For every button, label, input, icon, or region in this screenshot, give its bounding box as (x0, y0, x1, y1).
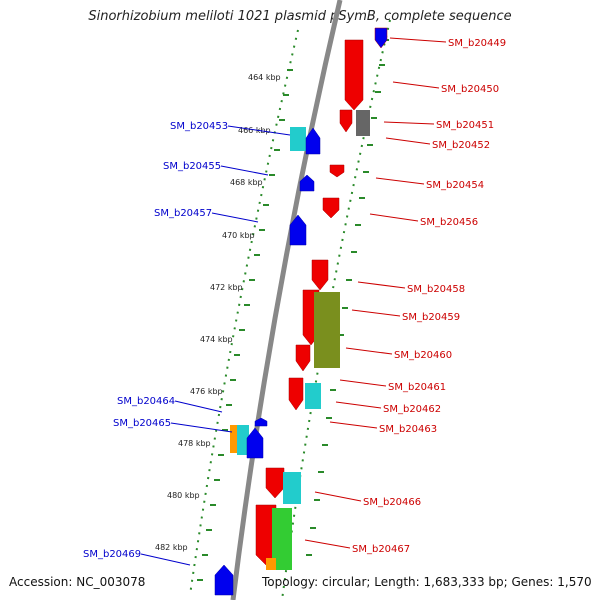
gene-label-right: SM_b20461 (388, 382, 446, 393)
backbone-line (230, 0, 343, 600)
gene-label-left: SM_b20465 (113, 418, 171, 429)
reverse-gene-arrow (299, 174, 315, 192)
map-title: Sinorhizobium meliloti 1021 plasmid pSym… (88, 9, 512, 24)
topology-text: Topology: circular; Length: 1,683,333 bp… (262, 575, 592, 589)
gene-label-right: SM_b20462 (383, 404, 441, 415)
ruler-left-dotted (189, 29, 299, 596)
gene-label-right: SM_b20449 (448, 38, 506, 49)
accession-text: Accession: NC_003078 (9, 575, 146, 589)
gene-label-right: SM_b20450 (441, 84, 499, 95)
gene-block-cyan (305, 383, 321, 409)
gene-label-left: SM_b20464 (117, 396, 175, 407)
gene-block-cyan (237, 425, 249, 455)
leader-line (339, 379, 387, 387)
gene-label-right: SM_b20451 (436, 120, 494, 131)
leader-line (140, 553, 191, 566)
leader-line (329, 421, 378, 429)
leader-line (304, 539, 351, 549)
reverse-gene-arrow (289, 214, 307, 246)
gene-label-right: SM_b20463 (379, 424, 437, 435)
leader-line (383, 121, 435, 125)
gene-features (214, 27, 388, 596)
gene-label-left: SM_b20469 (83, 549, 141, 560)
ruler-labels: 464 kbp 466 kbp 468 kbp 470 kbp 472 kbp 474 k… (155, 73, 281, 552)
forward-gene-arrow (329, 164, 345, 178)
ruler-label: 472 kbp (210, 283, 243, 292)
leader-line (389, 37, 447, 43)
leader-line (227, 125, 291, 136)
ruler-label: 482 kbp (155, 543, 188, 552)
leader-line (357, 281, 406, 289)
gene-label-right: SM_b20458 (407, 284, 465, 295)
leader-line (174, 400, 223, 413)
ruler-label: 480 kbp (167, 491, 200, 500)
leader-line (351, 309, 401, 317)
forward-gene-arrow (265, 467, 285, 499)
forward-gene-arrow (374, 27, 388, 49)
leader-line (314, 491, 362, 502)
reverse-gene-arrow (246, 427, 264, 459)
gene-label-left: SM_b20453 (170, 121, 228, 132)
leader-line (170, 422, 233, 433)
leader-line (385, 137, 431, 145)
reverse-gene-arrow (254, 417, 268, 427)
leader-line (335, 401, 382, 409)
gene-label-right: SM_b20460 (394, 350, 452, 361)
gene-label-left: SM_b20457 (154, 208, 212, 219)
gene-block-olive (314, 292, 340, 368)
gene-block-green (272, 508, 292, 570)
right-gene-labels: SM_b20449 SM_b20450 SM_b20451 SM_b20452 SM_b… (304, 37, 506, 555)
gene-block-gray (356, 110, 370, 136)
forward-gene-arrow (322, 197, 340, 219)
forward-gene-arrow (288, 377, 304, 411)
forward-gene-arrow (295, 344, 311, 372)
leader-line (392, 81, 440, 89)
gene-block-orange (230, 425, 238, 453)
forward-gene-arrow (344, 39, 364, 111)
gene-label-right: SM_b20452 (432, 140, 490, 151)
left-gene-labels: SM_b20453 SM_b20455 SM_b20457 SM_b20464 SM_b… (83, 121, 291, 566)
leader-line (375, 177, 425, 185)
gene-block-cyan (283, 472, 301, 504)
leader-line (345, 347, 393, 355)
ruler-label: 466 kbp (238, 126, 271, 135)
gene-block-cyan (290, 127, 306, 151)
gene-label-right: SM_b20459 (402, 312, 460, 323)
leader-line (220, 165, 269, 176)
gene-label-left: SM_b20455 (163, 161, 221, 172)
forward-gene-arrow (311, 259, 329, 291)
gene-block-orange (266, 558, 276, 570)
ruler-label: 474 kbp (200, 335, 233, 344)
ruler-label: 468 kbp (230, 178, 263, 187)
gene-label-right: SM_b20467 (352, 544, 410, 555)
ruler-label: 476 kbp (190, 387, 223, 396)
gene-label-right: SM_b20454 (426, 180, 484, 191)
reverse-gene-arrow (305, 127, 321, 155)
gene-label-right: SM_b20456 (420, 217, 478, 228)
ruler-label: 464 kbp (248, 73, 281, 82)
reverse-gene-arrow (214, 564, 234, 596)
leader-line (211, 212, 259, 223)
leader-line (369, 213, 419, 222)
ruler-label: 478 kbp (178, 439, 211, 448)
forward-gene-arrow (339, 109, 353, 133)
gene-label-right: SM_b20466 (363, 497, 421, 508)
ruler-label: 470 kbp (222, 231, 255, 240)
